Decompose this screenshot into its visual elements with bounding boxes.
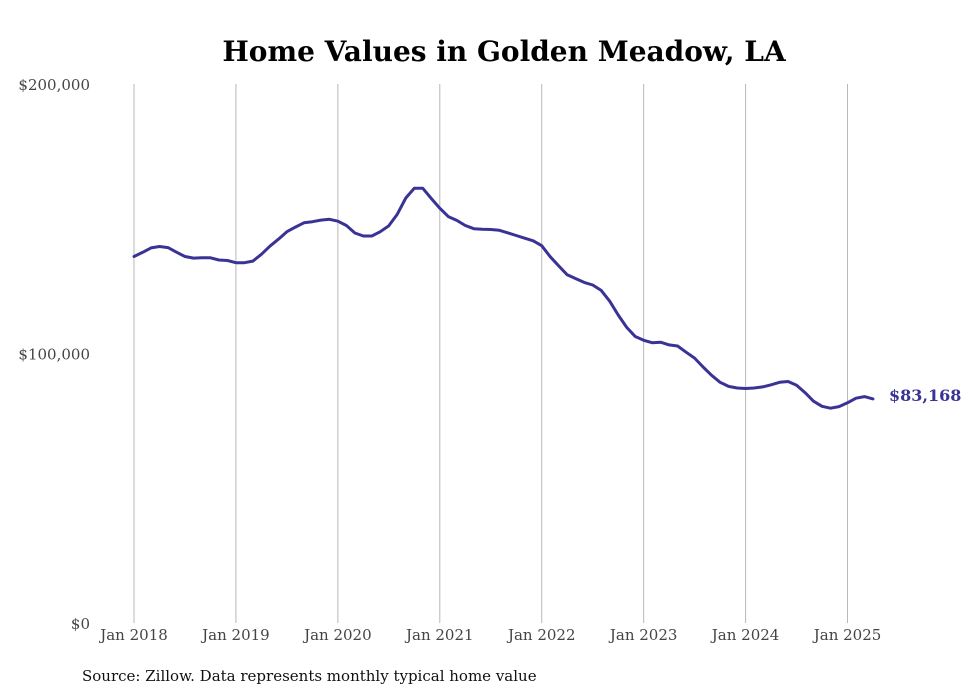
x-tick-label: Jan 2018 bbox=[98, 626, 168, 644]
x-tick-label: Jan 2022 bbox=[506, 626, 576, 644]
x-tick-label: Jan 2023 bbox=[608, 626, 678, 644]
x-tick-label: Jan 2024 bbox=[710, 626, 780, 644]
series-line bbox=[132, 186, 875, 410]
x-tick-label: Jan 2021 bbox=[404, 626, 474, 644]
end-value-label: $83,168 bbox=[889, 386, 961, 405]
y-tick-label: $200,000 bbox=[18, 76, 90, 94]
chart-title: Home Values in Golden Meadow, LA bbox=[222, 35, 787, 68]
x-tick-label: Jan 2019 bbox=[200, 626, 270, 644]
y-tick-label: $100,000 bbox=[18, 346, 90, 364]
x-tick-label: Jan 2020 bbox=[302, 626, 372, 644]
source-note: Source: Zillow. Data represents monthly … bbox=[82, 667, 537, 685]
y-axis: $0 $100,000 $200,000 bbox=[18, 76, 90, 633]
x-tick-label: Jan 2025 bbox=[812, 626, 882, 644]
grid-lines bbox=[133, 84, 849, 623]
y-tick-label: $0 bbox=[71, 615, 90, 633]
x-axis: Jan 2018 Jan 2019 Jan 2020 Jan 2021 Jan 2022… bbox=[98, 626, 881, 644]
